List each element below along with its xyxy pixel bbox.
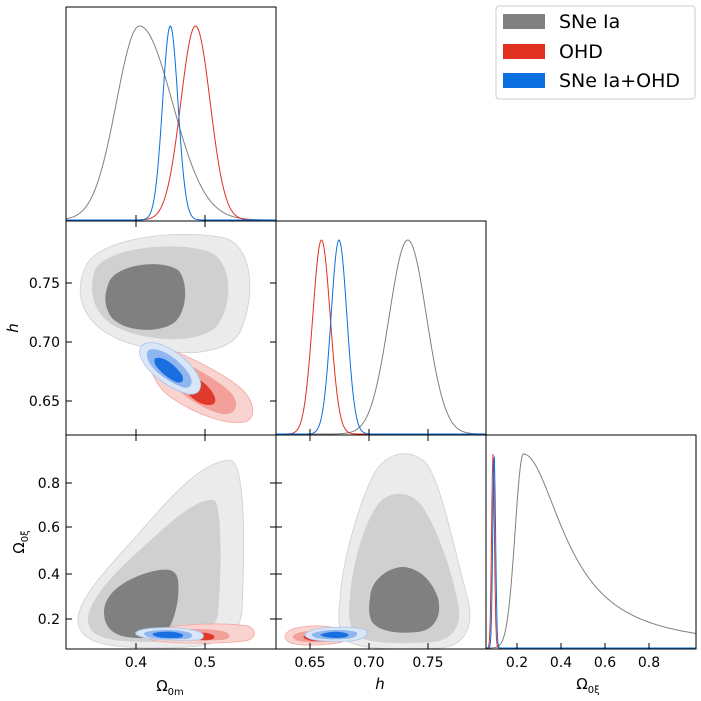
contour-combined-68 (320, 631, 349, 638)
tick-labels: 0.75 0.70 0.65 0.8 0.6 0.4 0.2 0.4 0.5 0… (29, 276, 660, 671)
frame-panel-11 (275, 220, 487, 436)
legend-frame (495, 5, 696, 100)
xlabel-omega-xi: Ω0ξ (576, 675, 599, 696)
contour-snela-68 (369, 567, 440, 633)
tick-label-h-0.70: 0.70 (29, 335, 60, 351)
legend: SNe Ia OHD SNe Ia+OHD (495, 5, 696, 100)
xlabel-h: h (375, 675, 385, 693)
tick-label-omega-xi-x-0.6: 0.6 (594, 655, 616, 671)
tick-label-omega-m-0.5: 0.5 (194, 655, 216, 671)
contour-snela-68 (104, 569, 179, 638)
tick-label-h-0.75: 0.75 (29, 276, 60, 292)
legend-swatch-snela (503, 14, 545, 29)
tick-label-omega-xi-x-0.2: 0.2 (506, 655, 528, 671)
legend-swatch-ohd (503, 44, 545, 59)
marginal-curve-ohd-h (276, 239, 486, 435)
ylabel-omega-xi: Ω0ξ (10, 530, 31, 553)
tick-label-omega-xi-x-0.8: 0.8 (638, 655, 660, 671)
tick-label-omega-xi-0.6: 0.6 (38, 520, 60, 536)
marginal-curve-sne-ia-omega-xi (486, 453, 696, 649)
tick-label-h-x-0.70: 0.70 (353, 655, 384, 671)
marginal-omega-xi (486, 453, 696, 649)
ylabel-h: h (4, 323, 22, 333)
frame-panel-00 (65, 6, 277, 222)
marginal-curve-sne-ia-ohd-h (276, 239, 486, 435)
legend-swatch-combined (503, 73, 545, 88)
legend-label-combined: SNe Ia+OHD (559, 70, 680, 92)
tick-label-h-x-0.65: 0.65 (294, 655, 325, 671)
legend-label-snela: SNe Ia (559, 11, 620, 33)
legend-label-ohd: OHD (559, 41, 603, 63)
marginal-curve-sne-ia-h (276, 239, 486, 435)
tick-label-omega-xi-x-0.4: 0.4 (550, 655, 572, 671)
tick-marks (66, 215, 650, 649)
tick-label-omega-xi-0.2: 0.2 (38, 612, 60, 628)
tick-label-omega-xi-0.8: 0.8 (38, 476, 60, 492)
panel-frames (65, 6, 697, 650)
marginal-curve-sne-ia-omega-m (66, 25, 276, 221)
frame-panel-22 (485, 434, 697, 650)
contour-combined-68 (152, 631, 184, 638)
marginal-h (276, 239, 486, 435)
panel-omega-xi-vs-h (284, 453, 471, 649)
marginal-omega-m (66, 25, 276, 221)
marginal-curve-ohd-omega-m (66, 25, 276, 221)
marginal-curve-sne-ia-ohd-omega-m (66, 25, 276, 221)
contour-combined-68 (154, 357, 184, 383)
xlabel-omega-m: Ω0m (156, 677, 184, 698)
marginal-curve-sne-ia-ohd-omega-xi (486, 456, 696, 649)
tick-label-h-0.65: 0.65 (29, 394, 60, 410)
panel-h-vs-omega-m (79, 233, 254, 423)
panel-omega-xi-vs-omega-m (77, 459, 255, 649)
marginal-curve-ohd-omega-xi (486, 453, 696, 649)
tick-label-h-x-0.75: 0.75 (412, 655, 443, 671)
contour-snela-68 (105, 264, 186, 330)
tick-label-omega-m-0.4: 0.4 (125, 655, 147, 671)
axis-labels: Ω0m h Ω0ξ h Ω0ξ (4, 323, 600, 698)
tick-label-omega-xi-0.4: 0.4 (38, 567, 60, 583)
